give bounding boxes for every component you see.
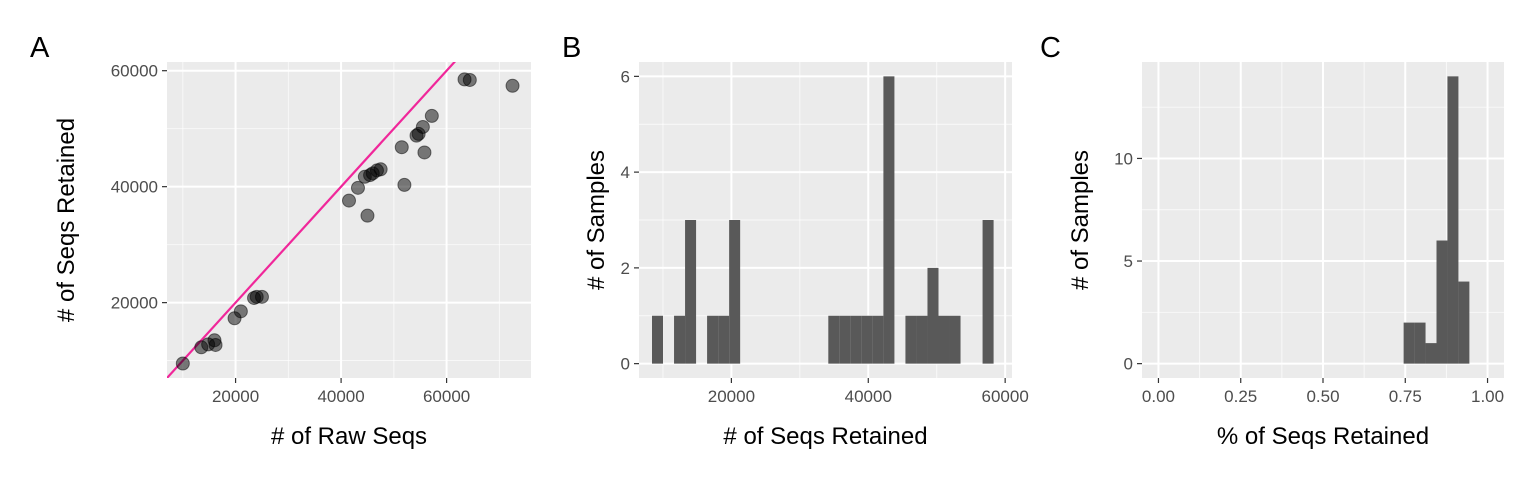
histogram-bar: [949, 315, 961, 364]
y-tick-label: 10: [1114, 149, 1133, 168]
y-tick-label: 6: [621, 67, 630, 86]
histogram-bar: [674, 315, 686, 364]
y-tick-label: 4: [621, 163, 630, 182]
y-tick-label: 60000: [111, 62, 158, 81]
x-tick-label: 0.00: [1142, 387, 1175, 406]
x-tick-label: 0.75: [1389, 387, 1422, 406]
data-point: [417, 145, 432, 160]
x-axis-title: # of Raw Seqs: [271, 423, 427, 450]
x-tick-label: 60000: [982, 387, 1029, 406]
panel-tag: C: [1040, 32, 1061, 64]
histogram-bar: [718, 315, 730, 364]
panel-background: [167, 62, 531, 378]
x-tick-label: 40000: [845, 387, 892, 406]
plot-area: [652, 76, 994, 364]
panel-a-scatter: 20000 40000 60000 20000 40000 60000 # of Raw S…: [30, 32, 531, 450]
histogram-bar: [1414, 322, 1426, 364]
histogram-bar: [1447, 76, 1459, 364]
data-point: [424, 108, 439, 123]
histogram-bar: [1436, 240, 1448, 364]
histogram-bar: [938, 315, 950, 364]
histogram-bar: [685, 220, 697, 364]
data-point: [350, 180, 365, 195]
histogram-bar: [729, 220, 741, 364]
histogram-bar: [982, 220, 994, 364]
data-point: [397, 177, 412, 192]
y-axis-title: # of Samples: [1067, 150, 1094, 290]
histogram-bar: [828, 315, 840, 364]
y-axis-title: # of Seqs Retained: [53, 118, 80, 322]
y-tick-label: 5: [1124, 252, 1133, 271]
panel-c-histogram: 0.00 0.25 0.50 0.75 1.00 0 5 10 % of Seqs Retain…: [1040, 32, 1504, 450]
data-point: [394, 140, 409, 155]
data-point: [175, 356, 190, 371]
plot-area: [167, 62, 520, 378]
y-tick-label: 2: [621, 259, 630, 278]
data-point: [415, 119, 430, 134]
data-point: [254, 289, 269, 304]
histogram-bar: [1403, 322, 1415, 364]
x-tick-label: 20000: [212, 387, 259, 406]
data-point: [462, 72, 477, 87]
panel-tag: B: [562, 32, 581, 64]
histogram-bar: [839, 315, 851, 364]
plot-area: [1403, 76, 1470, 364]
panel-tag: A: [30, 32, 50, 64]
y-tick-label: 0: [1124, 355, 1133, 374]
x-axis-title: % of Seqs Retained: [1217, 423, 1429, 450]
data-point: [233, 304, 248, 319]
x-axis-title: # of Seqs Retained: [723, 423, 927, 450]
histogram-bar: [1458, 281, 1470, 364]
reference-line: [167, 62, 456, 378]
histogram-bar: [872, 315, 884, 364]
y-tick-label: 0: [621, 355, 630, 374]
data-point: [505, 78, 520, 93]
data-point: [208, 337, 223, 352]
histogram-bar: [1425, 343, 1437, 364]
y-axis-title: # of Samples: [583, 150, 610, 290]
x-tick-label: 0.50: [1306, 387, 1339, 406]
panel-b-histogram: 20000 40000 60000 0 2 4 6 # of Seqs Retained # o…: [562, 32, 1029, 450]
histogram-bar: [861, 315, 873, 364]
histogram-bar: [916, 315, 928, 364]
x-tick-label: 1.00: [1471, 387, 1504, 406]
data-point: [360, 208, 375, 223]
histogram-bar: [883, 76, 895, 364]
x-tick-label: 0.25: [1224, 387, 1257, 406]
histogram-bar: [927, 267, 939, 364]
histogram-bar: [707, 315, 719, 364]
histogram-bar: [905, 315, 917, 364]
histogram-bar: [652, 315, 664, 364]
data-point: [342, 193, 356, 208]
x-tick-label: 40000: [317, 387, 364, 406]
y-tick-label: 20000: [111, 294, 158, 313]
histogram-bar: [850, 315, 862, 364]
x-tick-label: 20000: [708, 387, 755, 406]
y-tick-label: 40000: [111, 178, 158, 197]
x-tick-label: 60000: [423, 387, 470, 406]
data-point: [373, 162, 388, 177]
